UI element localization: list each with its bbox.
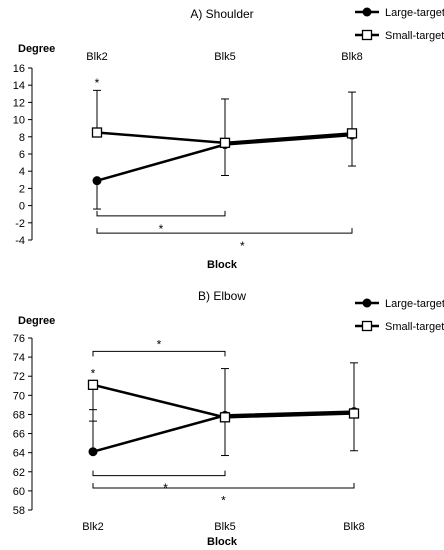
x-axis-label: Block xyxy=(207,259,238,271)
chart-panel-1: A) Shoulder Degree Block -4 -2 0 2 4 6 8 10 12 14 16 B… xyxy=(13,7,444,271)
data-point-small-target xyxy=(346,128,358,139)
x-category-label: Blk2 xyxy=(82,521,103,533)
significance-bracket xyxy=(96,210,226,217)
y-tick-label: 14 xyxy=(13,80,25,92)
y-tick-label: 0 xyxy=(19,201,25,213)
significance-star: * xyxy=(91,366,96,380)
data-point-small-target xyxy=(87,379,99,390)
legend-label: Large-target xyxy=(385,7,444,19)
legend-label: Large-target xyxy=(385,298,444,310)
significance-bracket xyxy=(92,350,226,357)
significance-bracket xyxy=(96,228,353,234)
series-small-target xyxy=(93,89,353,145)
y-tick-label: 10 xyxy=(13,115,25,127)
data-point-small-target xyxy=(219,412,231,423)
y-tick-label: 16 xyxy=(13,63,25,75)
x-category-label: Blk5 xyxy=(214,51,235,63)
legend-marker xyxy=(361,320,373,332)
data-point-small-target xyxy=(91,127,103,138)
legend: Large-target Small-target xyxy=(355,298,444,333)
significance-star: * xyxy=(95,76,100,90)
y-tick-label: 66 xyxy=(13,429,25,441)
y-tick-label: 70 xyxy=(13,390,25,402)
y-axis-label: Degree xyxy=(18,43,55,55)
significance-bracket xyxy=(92,483,355,489)
legend-marker xyxy=(362,7,372,17)
legend-label: Small-target xyxy=(385,30,444,42)
y-tick-label: 6 xyxy=(19,149,25,161)
series-large-target xyxy=(89,362,358,457)
y-tick-label: 64 xyxy=(13,448,25,460)
x-category-label: Blk8 xyxy=(343,521,364,533)
data-point-large-target xyxy=(92,176,102,186)
significance-star: * xyxy=(157,338,162,352)
y-tick-label: 2 xyxy=(19,183,25,195)
y-tick-label: 62 xyxy=(13,467,25,479)
chart-title: A) Shoulder xyxy=(190,7,253,21)
y-tick-label: 68 xyxy=(13,409,25,421)
data-point-small-target xyxy=(219,137,231,148)
y-tick-label: 74 xyxy=(13,352,25,364)
y-tick-label: 4 xyxy=(19,166,25,178)
x-category-label: Blk2 xyxy=(86,51,107,63)
legend: Large-target Small-target xyxy=(355,7,444,42)
data-point-large-target xyxy=(88,447,98,457)
y-tick-label: 12 xyxy=(13,97,25,109)
y-tick-label: -4 xyxy=(15,235,25,247)
legend-marker xyxy=(362,298,372,308)
chart-panel-2: B) Elbow Degree Block 58 60 62 64 66 68 70 72 74 76 B… xyxy=(13,289,444,548)
y-axis-label: Degree xyxy=(18,315,55,327)
legend-label: Small-target xyxy=(385,321,444,333)
y-tick-label: 72 xyxy=(13,371,25,383)
series-large-target xyxy=(93,91,356,210)
significance-star: * xyxy=(240,239,245,253)
x-axis-label: Block xyxy=(207,536,238,548)
y-tick-label: 58 xyxy=(13,505,25,517)
data-point-small-target xyxy=(348,408,360,419)
x-category-label: Blk5 xyxy=(214,521,235,533)
y-tick-label: -2 xyxy=(15,218,25,230)
y-tick-label: 8 xyxy=(19,132,25,144)
x-category-label: Blk8 xyxy=(341,51,362,63)
y-tick-label: 60 xyxy=(13,486,25,498)
significance-star: * xyxy=(159,222,164,236)
significance-star: * xyxy=(221,493,226,507)
chart-title: B) Elbow xyxy=(198,289,246,303)
legend-marker xyxy=(361,29,373,41)
significance-bracket xyxy=(92,470,226,477)
y-tick-label: 76 xyxy=(13,333,25,345)
